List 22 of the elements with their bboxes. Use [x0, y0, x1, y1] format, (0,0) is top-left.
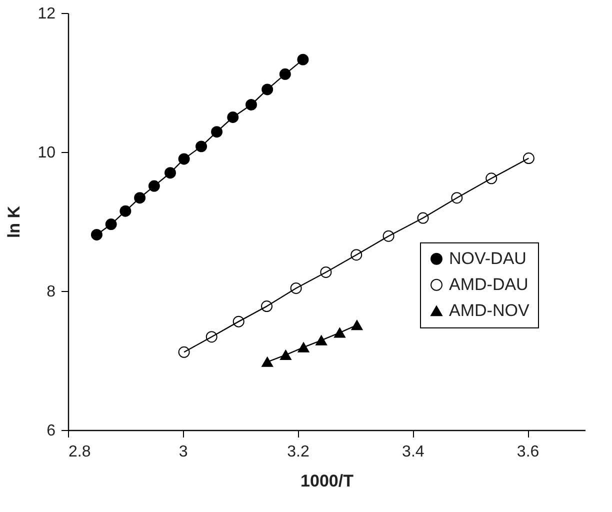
- point: [262, 356, 274, 367]
- legend-label: AMD-DAU: [449, 274, 528, 294]
- point: [297, 54, 309, 66]
- x-tick-label: 2.8: [68, 444, 91, 460]
- x-axis-title: 1000/T: [300, 472, 354, 490]
- point: [522, 152, 534, 164]
- y-tick-label: 6: [46, 422, 56, 440]
- y-axis-title: ln K: [4, 205, 24, 238]
- point: [178, 346, 190, 358]
- y-tick-label: 8: [46, 284, 56, 300]
- x-tick-label: 3: [178, 444, 188, 460]
- y-tick-label: 10: [38, 144, 56, 162]
- point: [316, 335, 328, 346]
- point: [298, 342, 310, 352]
- x-tick-label: 3.6: [516, 444, 540, 460]
- legend-label: NOV-DAU: [449, 248, 526, 268]
- point: [90, 228, 102, 240]
- x-tick-label: 3.2: [287, 444, 310, 460]
- legend-label: AMD-NOV: [449, 300, 530, 320]
- x-tick-label: 3.4: [402, 444, 424, 460]
- point: [351, 320, 363, 330]
- y-tick-label: 12: [38, 6, 56, 22]
